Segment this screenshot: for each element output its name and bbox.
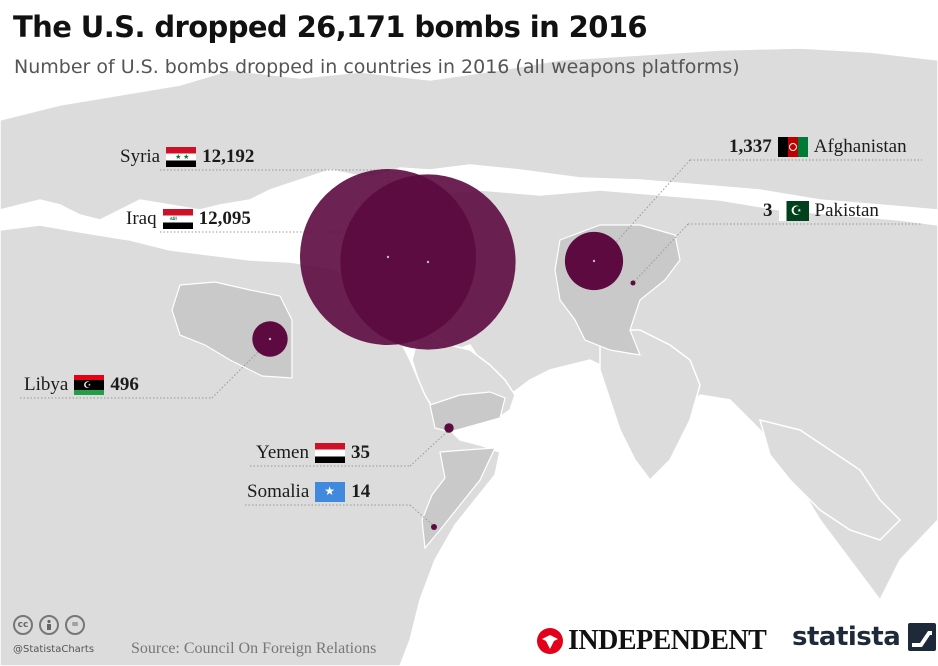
country-name: Iraq: [126, 208, 157, 229]
libya-label: Libya ☪ 496: [24, 373, 139, 397]
country-name: Yemen: [256, 442, 309, 463]
chart-title: The U.S. dropped 26,171 bombs in 2016: [13, 10, 648, 44]
pakistan-label: 3 ☪ Pakistan: [763, 199, 879, 223]
iraq-label: Iraq ﷲ 12,095: [126, 207, 251, 231]
country-value: 12,095: [198, 208, 251, 229]
nd-icon: =: [65, 615, 85, 635]
cc-icon: cc: [13, 615, 33, 635]
country-name: Syria: [120, 146, 161, 167]
pakistan-bubble: [630, 280, 636, 286]
iraq-center-dot: [426, 260, 430, 264]
somalia-bubble: [431, 524, 437, 530]
somalia-shape: [421, 447, 496, 550]
syria-label: Syria ★ ★ 12,192: [120, 145, 254, 169]
yemen-label: Yemen 35: [256, 441, 370, 465]
yemen-bubble: [444, 423, 454, 433]
country-name: Pakistan: [814, 200, 879, 221]
afghanistan-center-dot: [592, 259, 596, 263]
by-icon: [39, 615, 59, 635]
country-value: 1,337: [729, 136, 772, 157]
yemen-flag-icon: [314, 443, 345, 463]
europe-landmass: [0, 47, 938, 221]
yemen-shape: [429, 391, 506, 433]
country-value: 35: [350, 442, 370, 463]
syria-flag-icon: ★ ★: [166, 147, 197, 167]
statista-mark-icon: [908, 623, 937, 651]
source-note: Source: Council On Foreign Relations: [131, 640, 377, 657]
twitter-handle: @StatistaCharts: [13, 644, 95, 655]
pakistan-flag-icon: ☪: [778, 201, 809, 221]
india-landmass: [599, 329, 701, 482]
country-value: 14: [351, 481, 371, 502]
pakistan-leader-line-2: [632, 223, 689, 284]
independent-logo: INDEPENDENT: [536, 625, 767, 657]
country-name: Libya: [24, 374, 69, 395]
statista-logo: statista: [792, 622, 937, 652]
independent-logo-text: INDEPENDENT: [568, 625, 767, 656]
libya-center-dot: [268, 337, 272, 341]
country-value: 496: [110, 374, 139, 395]
country-value: 3: [763, 200, 773, 221]
country-name: Afghanistan: [813, 136, 907, 157]
somalia-label: Somalia ★ 14: [247, 480, 370, 504]
chart-subtitle: Number of U.S. bombs dropped in countrie…: [14, 56, 740, 78]
country-name: Somalia: [247, 481, 310, 502]
country-value: 12,192: [202, 146, 255, 167]
seasia-landmass: [758, 418, 902, 541]
somalia-flag-icon: ★: [315, 482, 346, 502]
statista-logo-text: statista: [792, 622, 901, 652]
afghanistan-flag-icon: [777, 137, 808, 157]
eagle-icon: [537, 628, 563, 654]
iraq-flag-icon: ﷲ: [162, 209, 193, 229]
afghanistan-label: 1,337 Afghanistan: [729, 135, 907, 159]
libya-flag-icon: ☪: [74, 375, 105, 395]
syria-center-dot: [386, 255, 390, 259]
